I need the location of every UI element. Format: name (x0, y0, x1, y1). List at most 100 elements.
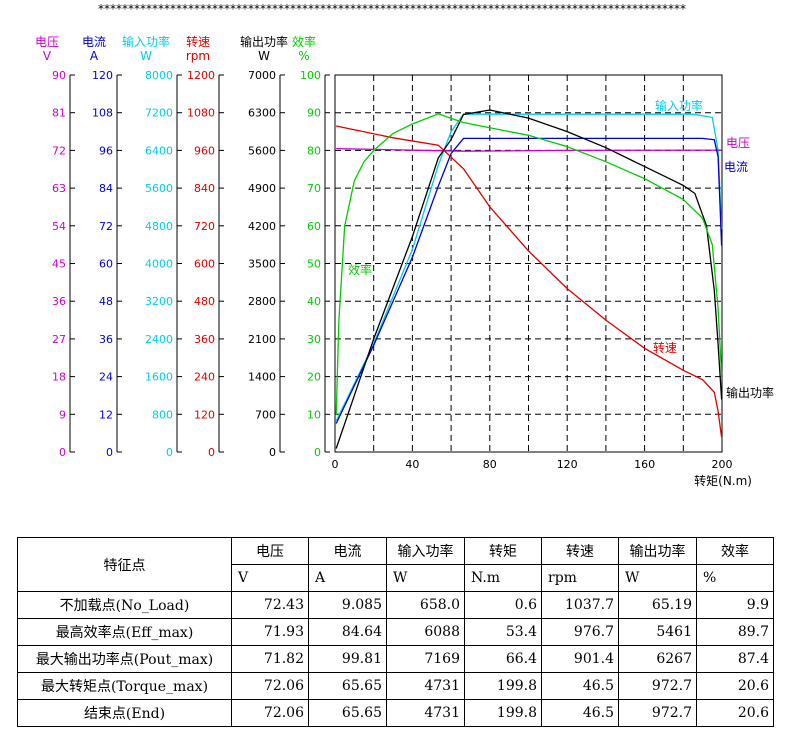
column-unit: A (308, 564, 387, 592)
table-cell: 1037.7 (541, 591, 619, 619)
series-line-3 (336, 125, 723, 438)
row-label: 不加载点(No_Load) (17, 591, 232, 619)
y-tick-label: 720 (194, 220, 215, 233)
y-tick-label: 7000 (248, 69, 276, 82)
column-header: 电压 (231, 537, 309, 565)
y-tick-label: 96 (99, 144, 113, 157)
table-row: 不加载点(No_Load) 72.43 9.085 658.0 0.6 1037.7 65.… (17, 591, 774, 619)
table-cell: 65.19 (618, 591, 697, 619)
table-cell: 66.4 (464, 645, 542, 673)
y-tick-label: 36 (99, 333, 113, 346)
y-tick-label: 9 (59, 408, 66, 421)
y-tick-label: 120 (194, 408, 215, 421)
y-tick-label: 45 (52, 258, 66, 271)
table-cell: 0.6 (464, 591, 542, 619)
y-tick-label: 7200 (145, 107, 173, 120)
table-cell: 72.06 (231, 699, 309, 727)
y-tick-label: 0 (59, 446, 66, 459)
table-cell: 4731 (386, 672, 465, 700)
table-cell: 89.7 (696, 618, 774, 646)
y-axis-title: 效率 (292, 34, 316, 49)
y-tick-label: 120 (92, 69, 113, 82)
table-cell: 71.93 (231, 618, 309, 646)
series-line-4 (335, 109, 723, 449)
y-tick-label: 60 (99, 258, 113, 271)
y-tick-label: 800 (152, 408, 173, 421)
table-row: 最高效率点(Eff_max) 71.93 84.64 6088 53.4 976.7 546… (17, 618, 774, 646)
y-tick-label: 72 (52, 144, 66, 157)
y-tick-label: 100 (300, 69, 321, 82)
y-tick-label: 3200 (145, 295, 173, 308)
y-tick-label: 70 (307, 182, 321, 195)
row-label: 结束点(End) (17, 699, 232, 727)
y-axis-1: 电流A 0 12 24 36 48 60 72 84 96 108 120 (82, 35, 122, 459)
y-tick-label: 84 (99, 182, 113, 195)
y-tick-label: 80 (307, 144, 321, 157)
y-tick-label: 30 (307, 333, 321, 346)
y-axis-title: 输出功率 (240, 34, 288, 49)
x-tick-label: 80 (483, 458, 497, 471)
column-unit: % (696, 564, 774, 592)
banner: ****************************************… (98, 2, 686, 16)
column-header: 输出功率 (618, 537, 697, 565)
y-tick-label: 0 (106, 446, 113, 459)
table-cell: 20.6 (696, 699, 774, 727)
table-cell: 46.5 (541, 672, 619, 700)
y-tick-label: 54 (52, 220, 66, 233)
y-axis-unit: % (298, 49, 309, 63)
row-label: 最大输出功率点(Pout_max) (17, 645, 232, 673)
table-cell: 199.8 (464, 699, 542, 727)
table-cell: 9.9 (696, 591, 774, 619)
y-tick-label: 60 (307, 220, 321, 233)
y-tick-label: 2800 (248, 295, 276, 308)
column-unit: rpm (541, 564, 619, 592)
y-tick-label: 90 (52, 69, 66, 82)
y-tick-label: 63 (52, 182, 66, 195)
table-cell: 4731 (386, 699, 465, 727)
series-label: 转速 (653, 340, 677, 355)
y-tick-label: 840 (194, 182, 215, 195)
table-cell: 6267 (618, 645, 697, 673)
y-tick-label: 24 (99, 371, 113, 384)
y-tick-label: 240 (194, 371, 215, 384)
y-tick-label: 8000 (145, 69, 173, 82)
table-row: 最大输出功率点(Pout_max) 71.82 99.81 7169 66.4 901.4… (17, 645, 774, 673)
y-axis-unit: W (140, 49, 152, 63)
y-tick-label: 0 (269, 446, 276, 459)
y-tick-label: 480 (194, 295, 215, 308)
table-cell: 71.82 (231, 645, 309, 673)
y-tick-label: 0 (314, 446, 321, 459)
y-axis-unit: V (43, 49, 52, 63)
y-axis-title: 电压 (35, 35, 59, 49)
y-tick-label: 4800 (145, 220, 173, 233)
table-cell: 65.65 (308, 672, 387, 700)
table-cell: 199.8 (464, 672, 542, 700)
y-tick-label: 1600 (145, 371, 173, 384)
table-cell: 976.7 (541, 618, 619, 646)
y-tick-label: 48 (99, 295, 113, 308)
y-tick-label: 4000 (145, 258, 173, 271)
series-label: 电流 (724, 160, 748, 174)
table-cell: 6088 (386, 618, 465, 646)
column-header: 转矩 (464, 537, 542, 565)
y-tick-label: 360 (194, 333, 215, 346)
y-tick-label: 6300 (248, 107, 276, 120)
y-tick-label: 1400 (248, 371, 276, 384)
table-row: 最大转矩点(Torque_max) 72.06 65.65 4731 199.8 46.5… (17, 672, 774, 700)
series-line-2 (335, 137, 723, 424)
y-axis-title: 电流 (82, 35, 106, 49)
table-cell: 20.6 (696, 672, 774, 700)
table-cell: 901.4 (541, 645, 619, 673)
column-header: 转速 (541, 537, 619, 565)
table-cell: 5461 (618, 618, 697, 646)
y-tick-label: 18 (52, 371, 66, 384)
y-axis-title: 输入功率 (122, 34, 170, 49)
column-header: 输入功率 (386, 537, 465, 565)
x-tick-label: 160 (634, 458, 655, 471)
y-tick-label: 50 (307, 258, 321, 271)
series-line-5 (335, 113, 723, 415)
x-axis-label: 转矩(N.m) (694, 473, 752, 488)
